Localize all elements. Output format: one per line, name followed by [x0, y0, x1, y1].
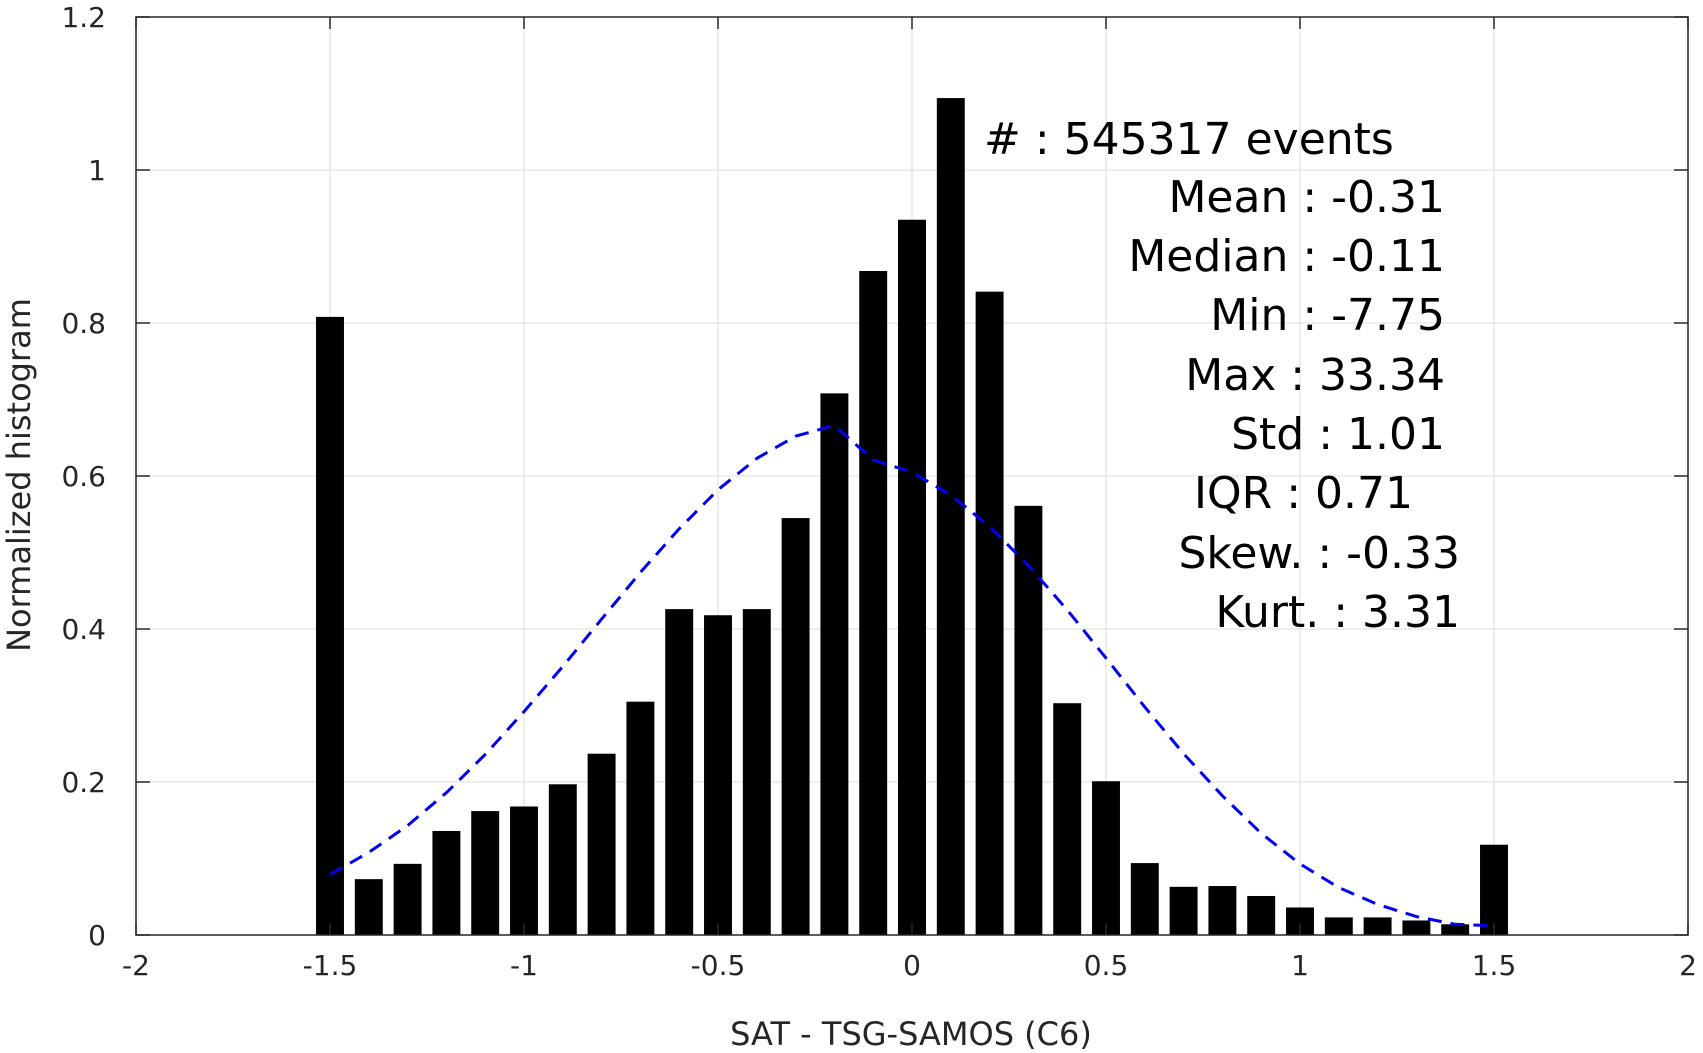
histogram-bar	[1402, 920, 1431, 935]
x-tick-label: -2	[122, 949, 150, 982]
x-tick-label: -0.5	[691, 949, 746, 982]
stat-line: Min : -7.75	[1210, 290, 1445, 341]
statistics-annotation: # : 545317 events Mean : -0.31 Median : -0…	[984, 114, 1460, 638]
histogram-bar	[820, 393, 849, 935]
histogram-bar	[936, 98, 965, 936]
histogram-bar	[1247, 895, 1276, 935]
histogram-bar	[781, 518, 810, 935]
histogram-bar	[432, 830, 461, 935]
x-axis-label: SAT - TSG-SAMOS (C6)	[730, 1015, 1092, 1053]
histogram-bar	[548, 784, 577, 935]
axis-ticks	[135, 16, 1689, 936]
stat-line: # : 545317 events	[984, 114, 1394, 165]
y-tick-label: 0.6	[61, 460, 106, 493]
histogram-bar	[587, 753, 616, 935]
stat-line: Kurt. : 3.31	[1215, 587, 1460, 638]
y-tick-label: 1.2	[61, 1, 106, 34]
histogram-bar	[704, 615, 732, 935]
x-tick-label: -1	[510, 949, 538, 982]
histogram-bar	[626, 701, 655, 935]
normal-fit-curve	[329, 423, 1495, 928]
x-tick-label: 1	[1291, 949, 1309, 982]
histogram-bar	[1324, 917, 1353, 935]
y-tick-label: 0.8	[61, 307, 106, 340]
histogram-bar	[1363, 917, 1392, 935]
histogram-bar	[510, 806, 538, 935]
stat-line: Mean : -0.31	[1168, 172, 1445, 223]
histogram-bar	[1480, 844, 1508, 935]
y-tick-label: 1	[88, 154, 106, 187]
histogram-bar	[1092, 781, 1120, 935]
histogram-bar	[1169, 886, 1198, 935]
stat-line: Skew. : -0.33	[1179, 528, 1461, 579]
y-axis-label: Normalized histogram	[0, 298, 38, 652]
histogram-bar	[665, 609, 694, 935]
y-tick-label: 0	[88, 919, 106, 952]
stat-line: IQR : 0.71	[1194, 468, 1413, 519]
histogram-bar	[975, 291, 1004, 935]
histogram-bar	[1208, 886, 1237, 935]
histogram-bar	[471, 811, 500, 935]
histogram-bar	[354, 879, 383, 935]
histogram-bar	[742, 609, 771, 935]
histogram-bar	[1441, 924, 1470, 935]
y-tick-label: 0.2	[61, 766, 106, 799]
histogram-bar	[859, 270, 888, 936]
x-tick-label: 0.5	[1084, 949, 1129, 982]
histogram-bar	[1130, 863, 1159, 935]
x-tick-label: -1.5	[303, 949, 358, 982]
x-axis-tick-labels: -2 -1.5 -1 -0.5 0 0.5 1 1.5 2	[122, 949, 1697, 982]
histogram-bar	[1014, 505, 1043, 935]
x-tick-label: 0	[903, 949, 921, 982]
histogram-bar	[898, 219, 926, 936]
histogram-bar	[393, 863, 422, 935]
histogram-bars	[316, 98, 1508, 936]
stat-line: Max : 33.34	[1185, 350, 1445, 401]
x-tick-label: 2	[1679, 949, 1697, 982]
stat-line: Median : -0.11	[1128, 231, 1445, 282]
y-tick-label: 0.4	[61, 613, 106, 646]
x-tick-label: 1.5	[1472, 949, 1517, 982]
y-axis-tick-labels: 0 0.2 0.4 0.6 0.8 1 1.2	[61, 1, 106, 952]
histogram-bar	[1053, 703, 1082, 935]
histogram-bar	[316, 316, 344, 935]
stat-line: Std : 1.01	[1231, 409, 1445, 460]
